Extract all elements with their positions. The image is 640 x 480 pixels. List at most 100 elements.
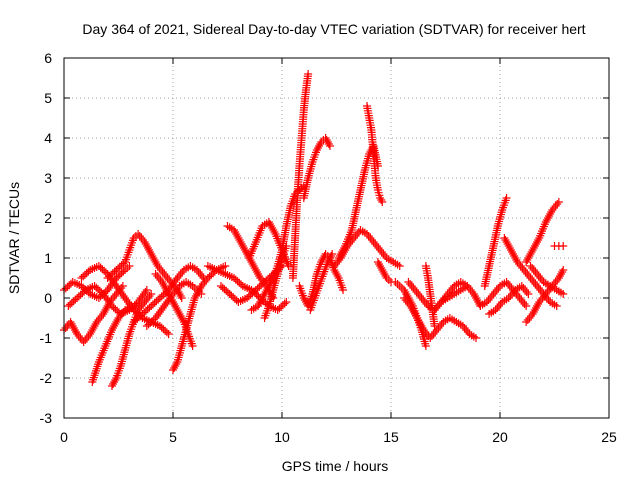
data-point-trail — [427, 332, 436, 340]
data-point — [504, 294, 513, 302]
data-point-trail — [331, 260, 340, 268]
data-point-trail — [551, 202, 560, 210]
data-point — [197, 282, 206, 290]
data-point-trail — [135, 304, 144, 312]
data-point — [284, 262, 293, 270]
data-point-trail — [466, 286, 475, 294]
data-point-trail — [518, 264, 527, 272]
data-point-trail — [243, 284, 252, 292]
data-point-trail — [507, 290, 516, 298]
data-point-trail — [406, 280, 415, 288]
data-point-trail — [437, 320, 446, 328]
data-point-trail — [531, 280, 540, 288]
data-point-trail — [517, 296, 526, 304]
data-point-trail — [484, 296, 493, 304]
data-point-trail — [536, 286, 545, 294]
data-point-trail — [170, 288, 179, 296]
data-point-trail — [172, 286, 181, 294]
data-point — [79, 338, 88, 346]
data-point-trail — [117, 310, 126, 318]
data-point-trail — [496, 300, 505, 308]
data-point — [134, 306, 143, 314]
data-point-trail — [493, 304, 502, 312]
axis-ticks: 0 5 10 15 20 25 -3 -2 -1 0 1 2 3 4 5 6 — [40, 50, 617, 445]
data-point-trail — [401, 296, 410, 304]
data-point — [417, 294, 426, 302]
data-point — [134, 230, 143, 238]
y-tick-label: -2 — [40, 370, 53, 386]
x-axis-label: GPS time / hours — [282, 458, 389, 474]
data-point-trail — [540, 292, 549, 300]
data-point — [92, 318, 101, 326]
data-point — [535, 298, 544, 306]
data-point-trail — [173, 284, 182, 292]
data-point-trail — [492, 286, 501, 294]
data-point-trail — [513, 292, 522, 300]
data-point-trail — [280, 299, 289, 308]
data-point-trail — [364, 232, 373, 240]
data-point-trail — [524, 272, 533, 280]
data-point — [125, 262, 134, 270]
data-point-trail — [520, 300, 529, 308]
data-point — [458, 322, 467, 330]
data-point-trail — [354, 228, 363, 236]
data-point-trail — [523, 316, 532, 324]
data-point-trail — [94, 316, 103, 324]
data-point-trail — [74, 332, 83, 340]
data-point-trail — [316, 140, 325, 148]
data-point-trail — [446, 286, 455, 294]
data-point-trail — [145, 292, 154, 300]
data-point-trail — [414, 290, 423, 298]
data-point — [140, 298, 149, 306]
data-point — [160, 270, 169, 278]
data-point-trail — [442, 292, 451, 300]
data-point — [142, 286, 151, 294]
data-point-trail — [516, 262, 525, 270]
data-point-trail — [529, 266, 538, 274]
data-point — [339, 286, 348, 294]
data-point-trail — [504, 280, 513, 288]
data-point-trail — [434, 324, 443, 332]
data-point-trail — [381, 252, 390, 260]
data-point — [437, 298, 446, 306]
data-point — [114, 314, 123, 322]
data-point — [430, 322, 439, 330]
data-point-trail — [157, 266, 166, 274]
data-point-trail — [536, 274, 545, 282]
data-point-trail — [462, 326, 471, 334]
data-point-trail — [557, 270, 566, 278]
data-point — [559, 290, 568, 298]
data-point-trail — [544, 296, 553, 304]
data-point-trail — [409, 284, 418, 292]
data-point — [304, 70, 313, 78]
data-point-trail — [420, 298, 429, 306]
y-axis-label: SDTVAR / TECUs — [6, 182, 22, 294]
data-point — [378, 198, 387, 206]
data-point-trail — [73, 280, 82, 288]
data-point — [221, 262, 230, 270]
data-point-trail — [82, 334, 91, 342]
data-point-trail — [403, 298, 412, 306]
data-point-trail — [327, 252, 336, 260]
y-tick-label: -3 — [40, 410, 53, 426]
data-point — [482, 298, 491, 306]
data-point-trail — [464, 284, 473, 292]
data-point — [391, 278, 400, 286]
data-point-trail — [440, 294, 449, 302]
data-point-trail — [407, 282, 416, 290]
data-point-trail — [141, 288, 150, 296]
data-point-trail — [202, 276, 211, 284]
plot-frame — [63, 57, 610, 419]
data-point-trail — [81, 336, 90, 344]
data-point-trail — [366, 234, 375, 242]
y-tick-label: 3 — [44, 170, 52, 186]
data-point-trail — [435, 300, 444, 308]
data-point — [349, 234, 358, 242]
data-point-trail — [433, 302, 442, 310]
data-point-trail — [528, 276, 537, 284]
data-point — [395, 282, 404, 290]
data-point-trail — [515, 260, 524, 268]
data-point-trail — [238, 296, 247, 304]
data-point-trail — [419, 296, 428, 304]
